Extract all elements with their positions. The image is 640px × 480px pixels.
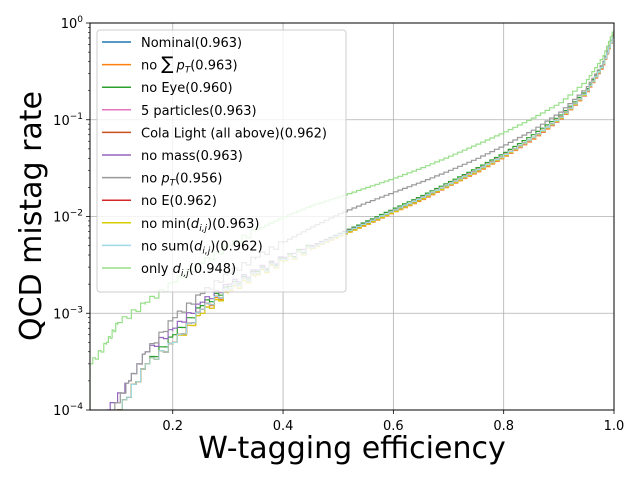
- y-tick-label: 10−1: [53, 112, 83, 129]
- series-line-6: [111, 29, 614, 410]
- series-line-9: [117, 32, 614, 410]
- legend-label: Cola Light (all above)(0.962): [141, 126, 327, 141]
- legend-label: no min(di,j)(0.963): [141, 217, 260, 234]
- x-tick-label: 0.2: [162, 419, 183, 434]
- y-axis-title: QCD mistag rate: [14, 91, 49, 341]
- series-line-2: [117, 29, 614, 410]
- x-tick-label: 1.0: [604, 419, 625, 434]
- x-tick-label: 0.8: [493, 419, 514, 434]
- legend-label: no E(0.962): [141, 194, 217, 209]
- y-tick-label: 100: [61, 15, 84, 32]
- y-tick-label: 10−2: [53, 209, 83, 226]
- legend-label: no mass(0.963): [141, 149, 243, 164]
- legend-label: 5 particles(0.963): [141, 104, 257, 119]
- x-tick-label: 0.6: [383, 419, 404, 434]
- y-tick-label: 10−3: [53, 305, 83, 322]
- x-tick-label: 0.4: [273, 419, 294, 434]
- x-axis-title: W-tagging efficiency: [198, 431, 505, 466]
- legend-label: no sum(di,j)(0.962): [141, 239, 263, 256]
- legend-label: no ∑ pT(0.963): [141, 54, 238, 76]
- legend-box: [96, 29, 347, 293]
- legend-label: only di,j(0.948): [141, 262, 236, 279]
- y-axis-ticks: 10−4 10−3 10−2 10−1 100: [53, 15, 90, 419]
- legend-label: no Eye(0.960): [141, 81, 233, 96]
- legend-label: Nominal(0.963): [141, 36, 242, 51]
- series-lines: [90, 27, 614, 410]
- y-tick-label: 10−4: [53, 402, 83, 419]
- x-axis-ticks: 0.2 0.4 0.6 0.8 1.0: [162, 410, 624, 434]
- legend-label: no pT(0.956): [141, 172, 222, 189]
- legend: Nominal(0.963) no ∑ pT(0.963) no Eye(0.960)…: [96, 29, 347, 293]
